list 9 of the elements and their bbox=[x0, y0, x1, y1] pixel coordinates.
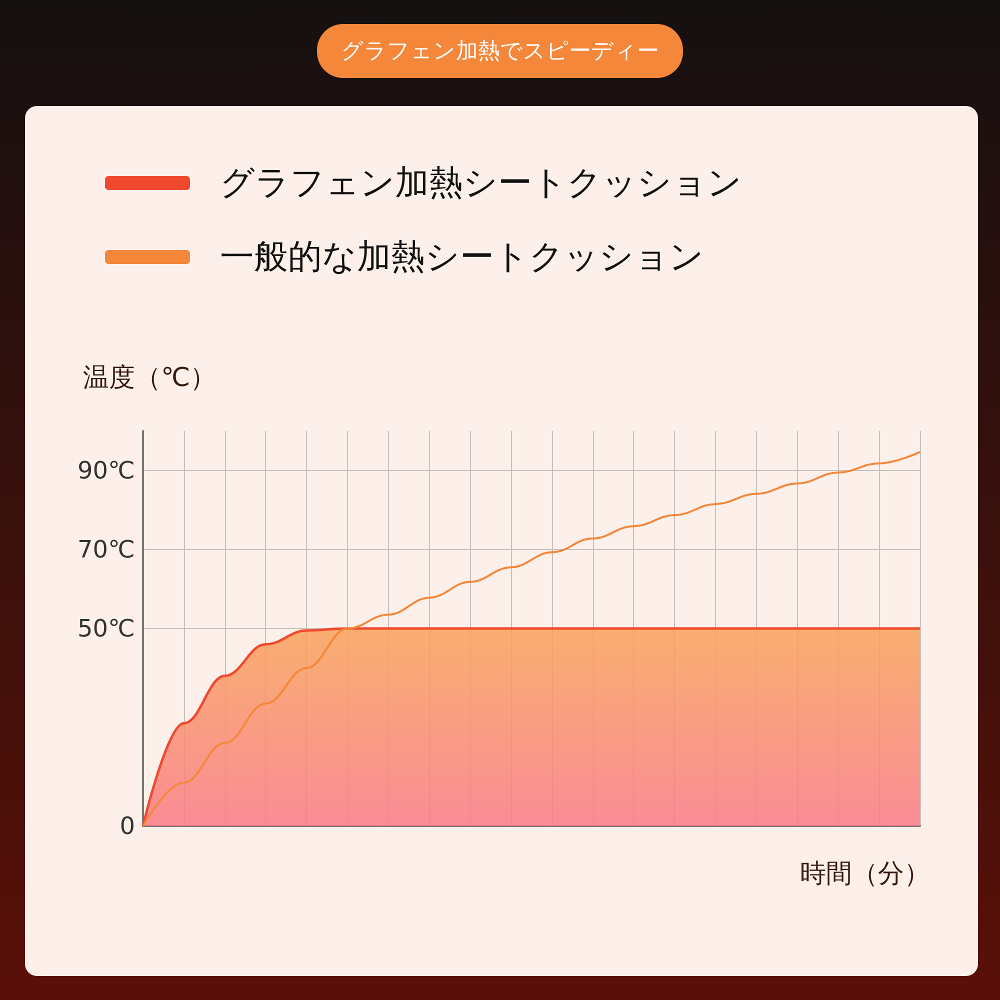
legend-label: グラフェン加熱シートクッション bbox=[220, 163, 742, 203]
chart-title: グラフェン加熱でスピーディー bbox=[317, 24, 683, 78]
y-axis-title: 温度（℃） bbox=[83, 363, 216, 393]
y-tick-label: 90℃ bbox=[78, 456, 135, 484]
y-tick-label: 70℃ bbox=[78, 536, 135, 564]
y-tick-label: 50℃ bbox=[78, 614, 135, 642]
x-axis-title: 時間（分） bbox=[800, 859, 930, 889]
y-tick-label: 0 bbox=[120, 812, 135, 840]
legend-label: 一般的な加熱シートクッション bbox=[220, 237, 704, 277]
